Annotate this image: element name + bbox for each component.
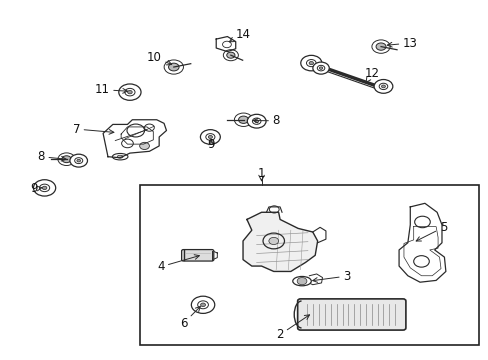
Circle shape [378, 83, 387, 90]
Circle shape [312, 62, 328, 74]
Text: 11: 11 [94, 83, 127, 96]
Ellipse shape [112, 153, 128, 160]
Circle shape [124, 89, 135, 96]
Circle shape [268, 237, 278, 244]
FancyBboxPatch shape [297, 299, 405, 330]
Bar [140, 185, 478, 345]
Circle shape [77, 159, 81, 162]
Circle shape [252, 118, 261, 124]
Circle shape [205, 134, 215, 140]
Text: 1: 1 [257, 167, 265, 180]
Circle shape [200, 130, 220, 144]
Circle shape [168, 63, 179, 71]
Text: 13: 13 [386, 36, 417, 50]
Circle shape [238, 116, 248, 123]
Circle shape [208, 135, 212, 139]
Circle shape [40, 184, 50, 192]
Circle shape [297, 278, 306, 285]
Circle shape [306, 59, 315, 67]
Text: 12: 12 [364, 67, 379, 83]
Polygon shape [243, 212, 317, 271]
Circle shape [254, 120, 258, 123]
Text: 14: 14 [229, 28, 250, 42]
Text: 7: 7 [72, 122, 114, 136]
Circle shape [373, 80, 392, 93]
FancyBboxPatch shape [181, 249, 213, 261]
Text: 8: 8 [253, 114, 279, 127]
Circle shape [127, 90, 132, 94]
Text: 6: 6 [180, 306, 200, 330]
Circle shape [308, 62, 313, 65]
Circle shape [33, 180, 56, 196]
Circle shape [375, 43, 385, 50]
Circle shape [119, 84, 141, 100]
Text: 4: 4 [157, 255, 199, 273]
Text: 2: 2 [275, 315, 309, 341]
Circle shape [61, 156, 71, 163]
Circle shape [317, 66, 324, 71]
Circle shape [247, 114, 265, 128]
Circle shape [70, 154, 87, 167]
Circle shape [197, 301, 208, 309]
Circle shape [140, 142, 149, 149]
Ellipse shape [292, 276, 311, 286]
Circle shape [381, 85, 385, 88]
Circle shape [75, 158, 82, 163]
Ellipse shape [117, 155, 123, 158]
Circle shape [42, 186, 47, 190]
Circle shape [300, 55, 321, 71]
Text: 10: 10 [146, 51, 171, 65]
Circle shape [191, 296, 214, 314]
Circle shape [226, 52, 234, 58]
Text: 3: 3 [312, 270, 350, 283]
Text: 8: 8 [38, 150, 66, 163]
Text: 5: 5 [415, 221, 446, 241]
Circle shape [200, 303, 205, 307]
Circle shape [319, 67, 322, 69]
Text: 9: 9 [30, 183, 42, 195]
Text: 9: 9 [207, 138, 215, 150]
